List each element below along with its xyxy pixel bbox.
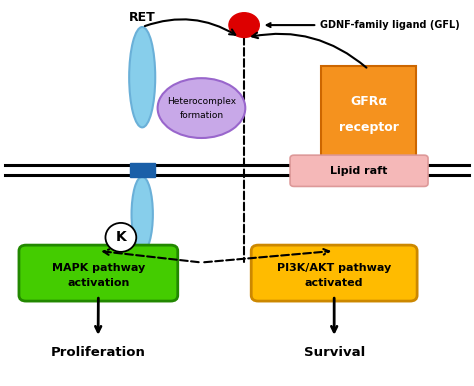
Ellipse shape (157, 78, 246, 138)
Text: Proliferation: Proliferation (51, 346, 146, 359)
Text: Heterocomplex: Heterocomplex (167, 96, 236, 106)
Text: PI3K/AKT pathway: PI3K/AKT pathway (277, 263, 392, 273)
Text: Survival: Survival (303, 346, 365, 359)
FancyBboxPatch shape (130, 163, 155, 177)
FancyBboxPatch shape (290, 155, 428, 186)
Ellipse shape (105, 223, 137, 252)
Circle shape (229, 13, 259, 37)
FancyBboxPatch shape (19, 245, 178, 301)
Text: RET: RET (129, 11, 155, 24)
Ellipse shape (131, 177, 153, 252)
Ellipse shape (129, 27, 155, 127)
Text: formation: formation (179, 111, 224, 120)
Text: Lipid raft: Lipid raft (330, 166, 388, 176)
Text: K: K (116, 230, 126, 244)
Text: MAPK pathway: MAPK pathway (52, 263, 145, 273)
FancyBboxPatch shape (321, 66, 416, 156)
Text: activation: activation (67, 278, 129, 288)
FancyBboxPatch shape (251, 245, 417, 301)
Text: receptor: receptor (338, 121, 399, 134)
Text: GDNF-family ligand (GFL): GDNF-family ligand (GFL) (267, 20, 460, 30)
Text: GFRα: GFRα (350, 95, 387, 108)
Text: activated: activated (305, 278, 364, 288)
